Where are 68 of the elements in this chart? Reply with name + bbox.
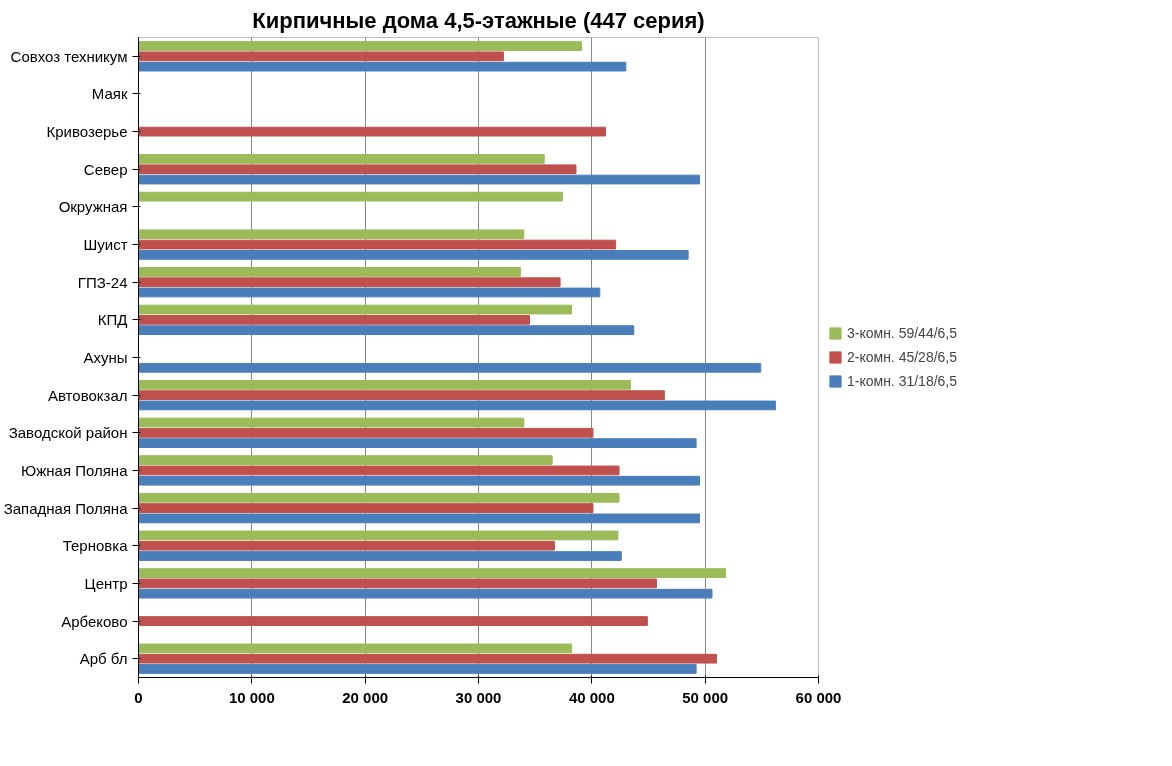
bar [138, 314, 530, 325]
bar [138, 503, 594, 513]
bar [138, 126, 606, 137]
bar [138, 51, 504, 62]
bar [138, 492, 620, 503]
bar [138, 475, 700, 486]
legend-label: 3-комн. 59/44/6,5 [847, 325, 958, 341]
x-tick-label: 40 000 [568, 688, 615, 706]
bar [138, 664, 697, 674]
bar [138, 653, 717, 664]
bar [138, 427, 594, 438]
y-tick-label: Маяк [91, 85, 128, 103]
bar [138, 417, 525, 428]
bar [138, 438, 697, 448]
y-tick-label: Арб бл [79, 650, 128, 668]
y-tick-label: Совхоз техникум [10, 47, 128, 65]
bar [138, 551, 622, 561]
bar [138, 379, 631, 390]
bar [138, 540, 555, 551]
bar [138, 578, 657, 589]
x-tick-label: 60 000 [795, 688, 842, 706]
bar [138, 191, 563, 202]
bar [138, 249, 689, 260]
y-tick-label: Терновка [62, 537, 129, 555]
y-tick-label: Автовокзал [47, 386, 128, 404]
bar [138, 465, 620, 476]
bar [138, 390, 665, 401]
legend-label: 1-комн. 31/18/6,5 [847, 373, 958, 389]
y-tick-label: Север [83, 160, 128, 178]
y-tick-label: Окружная [58, 198, 128, 216]
bar [138, 325, 635, 336]
bar [138, 267, 521, 277]
bar [138, 164, 577, 175]
y-tick-label: Южная Поляна [21, 461, 129, 479]
y-tick-label: Центр [84, 574, 128, 592]
bar [138, 304, 572, 315]
y-tick-label: Западная Поляна [3, 499, 129, 517]
bar [138, 588, 713, 599]
legend-label: 2-комн. 45/28/6,5 [847, 349, 958, 365]
x-tick-label: 30 000 [455, 688, 502, 706]
y-tick-label: ГПЗ-24 [77, 273, 128, 291]
bar [138, 174, 700, 185]
bar [138, 513, 700, 524]
bar [138, 530, 619, 541]
bar [138, 455, 553, 466]
chart-title: Кирпичные дома 4,5-этажные (447 серия) [252, 7, 705, 33]
bar [138, 616, 648, 626]
x-tick-label: 50 000 [682, 688, 729, 706]
bar [138, 41, 583, 51]
bar [138, 287, 601, 298]
bar [138, 362, 762, 373]
bar [138, 229, 525, 240]
bar [138, 400, 776, 411]
y-tick-label: Шуист [83, 236, 128, 254]
bar [138, 643, 572, 654]
bar [138, 239, 617, 250]
bar [138, 154, 545, 164]
x-tick-label: 10 000 [228, 688, 275, 706]
x-tick-label: 20 000 [342, 688, 389, 706]
x-tick-label: 0 [134, 688, 143, 706]
bar [138, 568, 727, 578]
y-tick-label: Кривозерье [46, 123, 128, 141]
y-tick-label: КПД [97, 311, 128, 329]
bar [138, 277, 561, 288]
bar [138, 61, 627, 72]
y-tick-label: Арбеково [61, 612, 128, 630]
y-tick-label: Ахуны [83, 349, 128, 366]
y-tick-label: Заводской район [8, 424, 128, 442]
